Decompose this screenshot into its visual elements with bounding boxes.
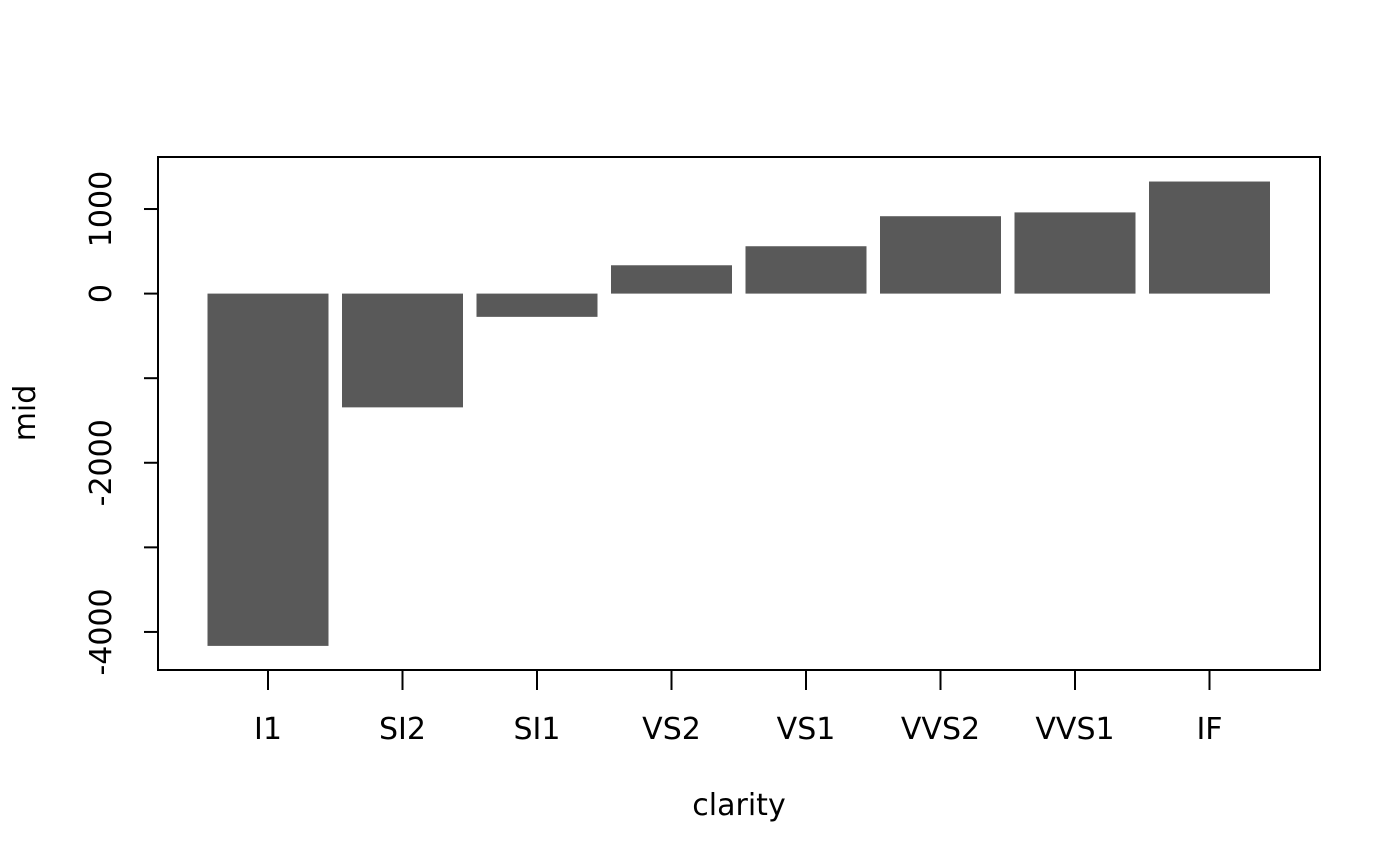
bars-group — [207, 181, 1270, 646]
x-axis: I1 SI2 SI1 VS2 VS1 VVS2 VVS1 IF — [254, 669, 1223, 747]
bar-vs1 — [745, 246, 867, 294]
x-tick-label: VS2 — [642, 712, 701, 747]
y-tick-label: -4000 — [84, 588, 119, 675]
x-axis-label: clarity — [692, 788, 785, 823]
y-tick-label: -2000 — [84, 419, 119, 506]
bar-i1 — [207, 293, 329, 646]
y-tick-label: 1000 — [84, 171, 119, 247]
x-tick-label: VVS2 — [901, 712, 980, 747]
plot-frame — [157, 156, 1321, 671]
bar-si2 — [342, 293, 463, 408]
x-tick-label: I1 — [254, 712, 282, 747]
x-tick-label: VVS1 — [1035, 712, 1114, 747]
bar-if — [1149, 181, 1270, 294]
bar-vvs2 — [880, 216, 1001, 294]
bar-vs2 — [611, 265, 732, 294]
y-axis: -4000 -2000 0 1000 — [84, 171, 159, 676]
y-tick-label: 0 — [84, 284, 119, 303]
bar-vvs1 — [1014, 212, 1136, 294]
bar-si1 — [476, 293, 598, 317]
y-axis-label: mid — [8, 385, 43, 442]
x-tick-label: IF — [1196, 712, 1222, 747]
x-tick-label: SI2 — [379, 712, 426, 747]
x-tick-label: VS1 — [777, 712, 836, 747]
x-tick-label: SI1 — [514, 712, 561, 747]
